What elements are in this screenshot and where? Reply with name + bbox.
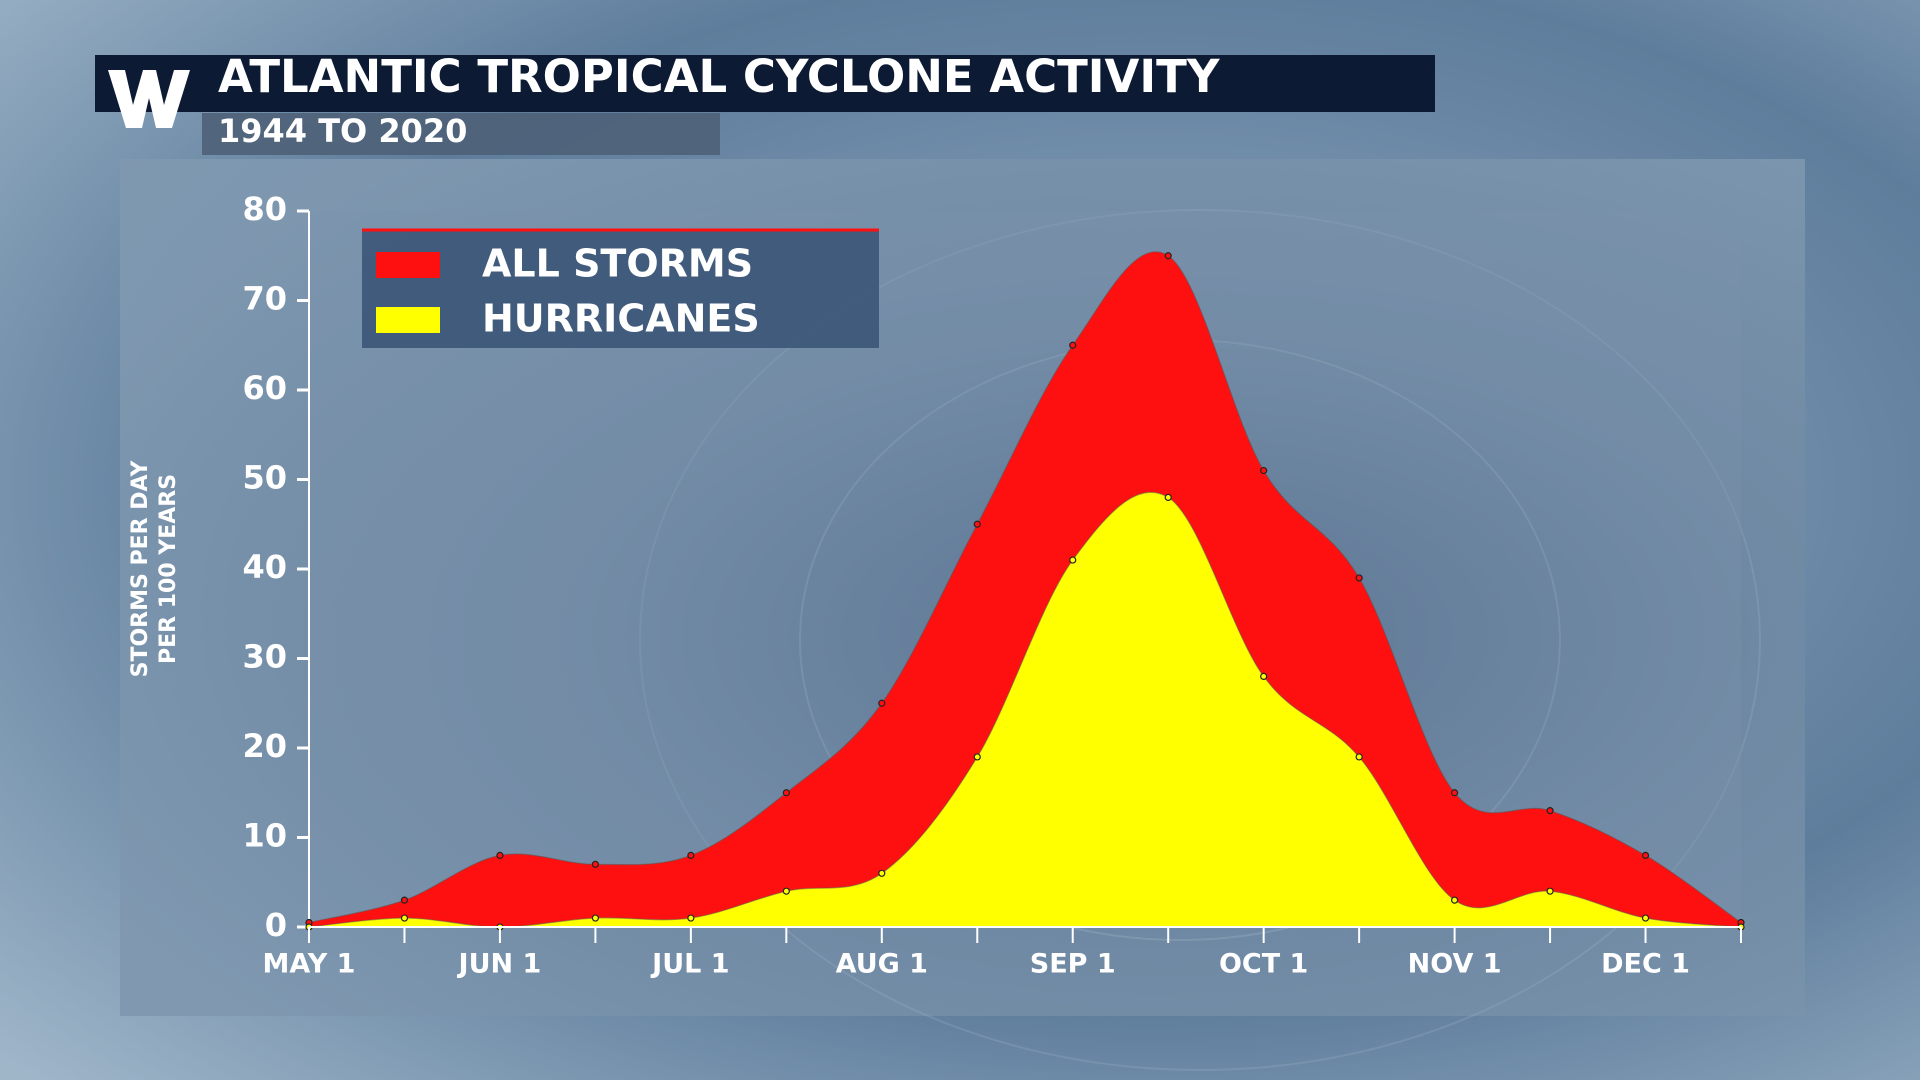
area-outline [308, 491, 1742, 928]
data-point [1069, 556, 1077, 564]
area [309, 492, 1741, 927]
legend-swatch [376, 252, 440, 278]
x-tick-label: OCT 1 [1219, 949, 1308, 980]
legend-swatch [376, 307, 440, 333]
data-point [1450, 789, 1459, 797]
logo [108, 70, 190, 128]
data-point [1641, 914, 1650, 922]
data-point [1546, 887, 1554, 895]
x-tick-label: DEC 1 [1601, 949, 1690, 980]
data-point [1164, 493, 1172, 501]
data-point [973, 753, 981, 761]
chart-title: ATLANTIC TROPICAL CYCLONE ACTIVITY [218, 50, 1221, 103]
data-point [687, 851, 695, 860]
data-point [1260, 672, 1268, 681]
y-tick-label: 40 [242, 548, 287, 586]
y-axis-label-line: STORMS PER DAY [128, 460, 153, 678]
y-tick-label: 80 [242, 190, 287, 228]
y-tick-label: 0 [265, 906, 287, 944]
data-point [400, 896, 409, 904]
y-tick-label: 20 [242, 727, 287, 765]
data-point [1546, 807, 1554, 815]
data-point [1260, 466, 1268, 475]
data-point [687, 914, 695, 922]
y-tick-label: 50 [242, 459, 287, 497]
data-point [878, 699, 886, 707]
data-point [496, 851, 504, 860]
x-tick-label: MAY 1 [263, 949, 356, 980]
legend-box [362, 230, 879, 348]
y-tick-label: 70 [242, 280, 287, 318]
x-tick-label: NOV 1 [1408, 949, 1502, 980]
subtitle-bar [202, 113, 720, 155]
y-tick-label: 60 [242, 369, 287, 407]
data-point [782, 789, 790, 797]
y-tick-label: 10 [242, 817, 287, 855]
decor-swirl [639, 209, 1761, 1071]
area [309, 251, 1741, 928]
data-point [1069, 341, 1077, 349]
data-point [1355, 574, 1363, 582]
y-tick-label: 30 [242, 638, 287, 676]
legend-label: ALL STORMS [482, 242, 753, 286]
data-point [591, 914, 600, 922]
data-point [1450, 896, 1459, 904]
x-tick-label: SEP 1 [1030, 949, 1116, 980]
title-bar [95, 55, 1435, 112]
data-point [1641, 851, 1650, 860]
data-point [400, 914, 409, 922]
chart-subtitle: 1944 TO 2020 [218, 112, 467, 150]
data-point [1164, 252, 1172, 260]
data-point [973, 520, 981, 528]
y-axis-label-line: PER 100 YEARS [156, 474, 181, 664]
y-axis-label: STORMS PER DAY PER 100 YEARS [128, 460, 181, 678]
legend-label: HURRICANES [482, 297, 760, 341]
x-tick-label: JUL 1 [650, 949, 729, 980]
data-point [1355, 753, 1363, 761]
data-point [878, 869, 886, 877]
data-point [782, 887, 790, 895]
data-point [591, 860, 600, 868]
x-tick-label: AUG 1 [836, 949, 928, 980]
x-tick-label: JUN 1 [457, 949, 542, 980]
